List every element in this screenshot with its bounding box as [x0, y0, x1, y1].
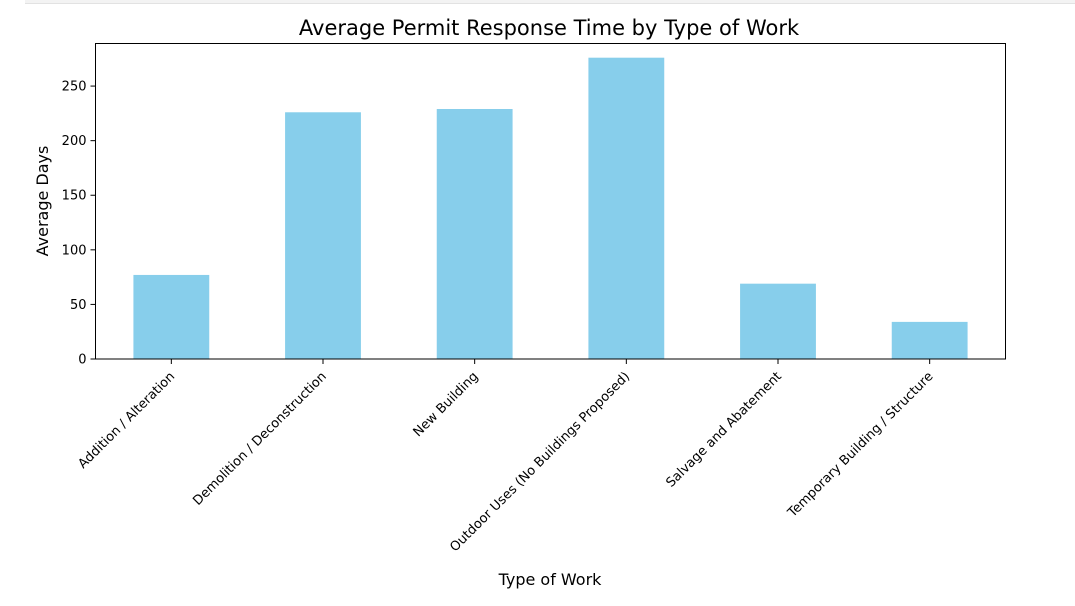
top-strip	[25, 0, 1075, 4]
x-axis: Addition / Alteration Demolition / Decons…	[76, 359, 937, 555]
bar	[133, 274, 210, 359]
bar	[285, 112, 361, 359]
chart-title: Average Permit Response Time by Type of …	[299, 16, 800, 40]
x-tick-label: New Building	[411, 369, 482, 440]
x-tick-label: Outdoor Uses (No Buildings Proposed)	[447, 369, 633, 555]
bar	[436, 109, 513, 359]
bar	[740, 283, 816, 359]
y-tick-label: 200	[62, 134, 87, 149]
bar	[891, 321, 968, 359]
x-axis-label: Type of Work	[498, 570, 603, 589]
y-tick-label: 50	[70, 298, 87, 313]
y-axis-label: Average Days	[33, 146, 52, 257]
x-tick-label: Demolition / Deconstruction	[190, 369, 329, 508]
y-tick-label: 150	[62, 189, 87, 204]
y-tick-label: 0	[78, 353, 86, 368]
y-axis: 0 50 100 150 200 250	[62, 80, 96, 368]
x-tick-label: Addition / Alteration	[76, 369, 179, 472]
plot-frame	[95, 43, 1006, 360]
x-tick-label: Salvage and Abatement	[663, 369, 784, 490]
y-tick-label: 250	[62, 80, 87, 95]
x-tick-label: Temporary Building / Structure	[785, 369, 937, 521]
bars	[133, 57, 968, 359]
bar	[588, 57, 665, 359]
y-tick-label: 100	[62, 243, 87, 258]
